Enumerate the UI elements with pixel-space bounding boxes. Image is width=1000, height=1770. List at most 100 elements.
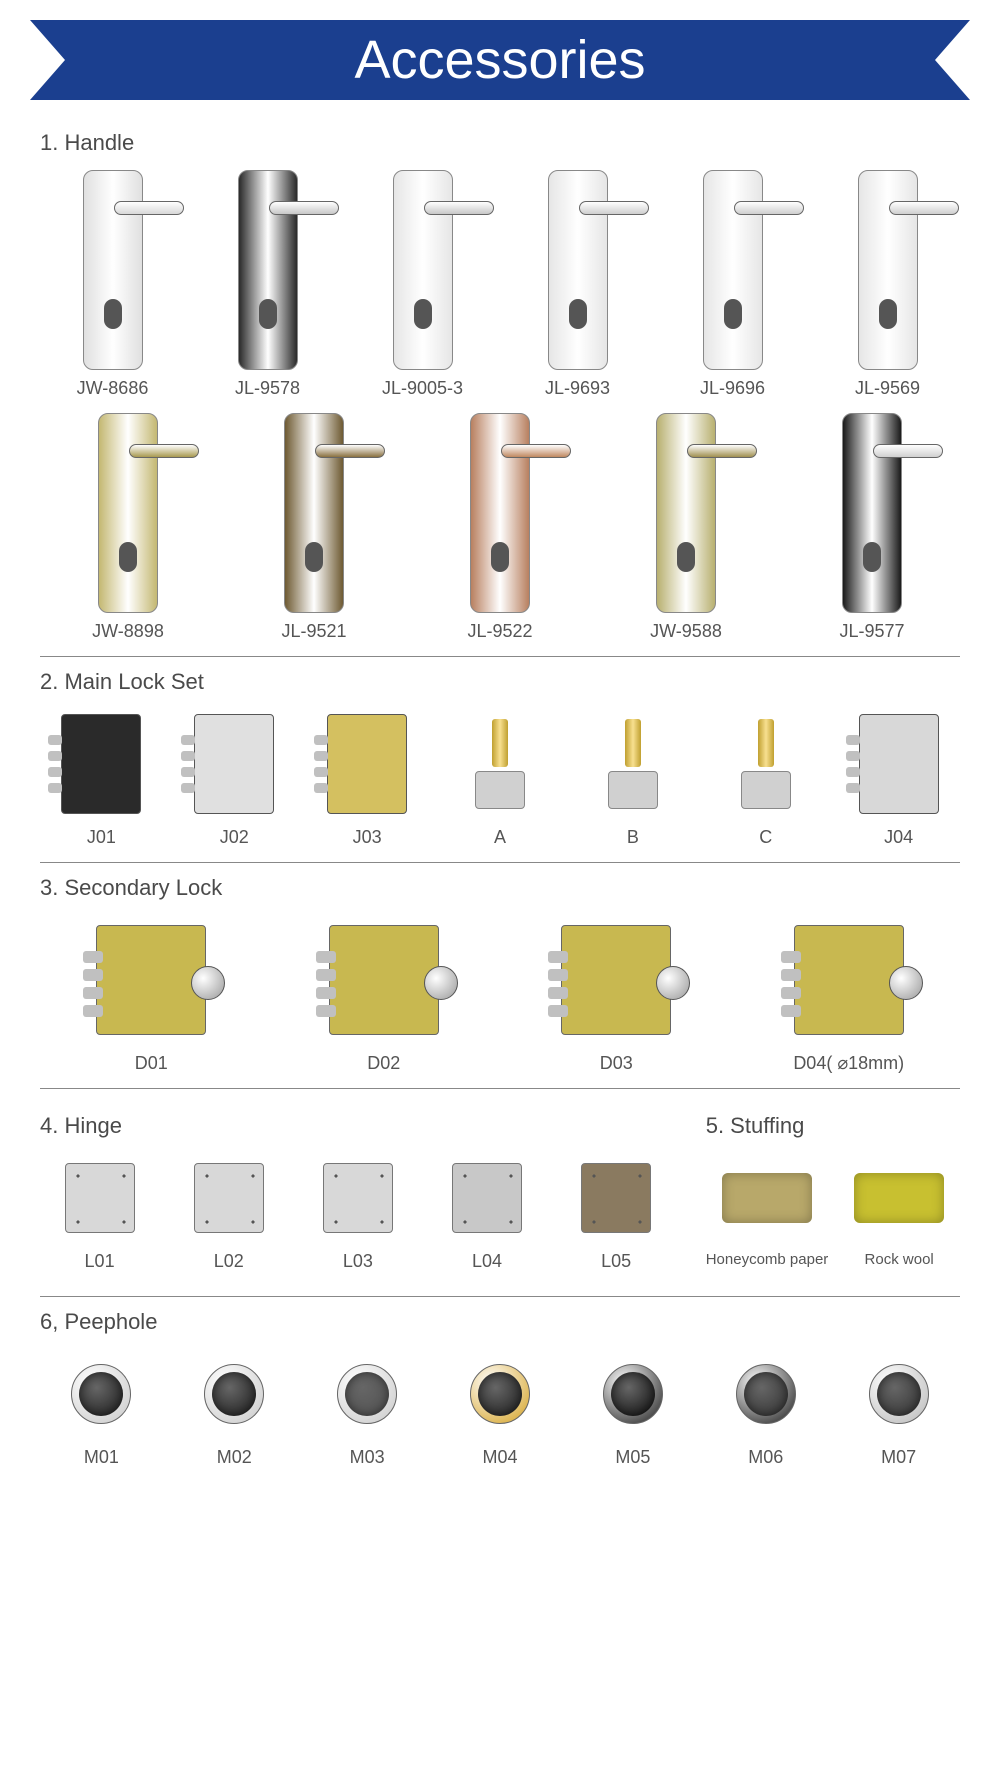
stuffing-row: Honeycomb paper Rock wool (706, 1153, 960, 1268)
product-label: J02 (220, 827, 249, 848)
product-item: D04( ⌀18mm) (738, 915, 961, 1074)
product-label: JW-9588 (650, 621, 722, 642)
handle-row-1: JW-8686 JL-9578 JL-9005-3 JL-9693 JL-9696 JL-… (40, 170, 960, 399)
product-item: M04 (439, 1349, 562, 1468)
product-label: M07 (881, 1447, 916, 1468)
product-item: JL-9005-3 (350, 170, 495, 399)
product-item: M01 (40, 1349, 163, 1468)
product-label: Honeycomb paper (706, 1251, 829, 1268)
product-image (470, 413, 530, 613)
product-label: L02 (214, 1251, 244, 1272)
peephole-row: M01 M02 M03 M04 M05 M06 M07 (40, 1349, 960, 1468)
product-label: M02 (217, 1447, 252, 1468)
product-item: JL-9521 (226, 413, 402, 642)
product-item: JL-9569 (815, 170, 960, 399)
product-label: JL-9569 (855, 378, 920, 399)
secondary-row: D01D02D03D04( ⌀18mm) (40, 915, 960, 1074)
product-image (561, 915, 671, 1045)
product-item: A (439, 709, 562, 848)
product-image (238, 170, 298, 370)
product-label: M03 (350, 1447, 385, 1468)
product-item: M03 (306, 1349, 429, 1468)
product-label: JL-9005-3 (382, 378, 463, 399)
product-item: J03 (306, 709, 429, 848)
product-item: JL-9522 (412, 413, 588, 642)
product-image (199, 1349, 269, 1439)
product-item: JW-8686 (40, 170, 185, 399)
product-item: L02 (169, 1153, 288, 1272)
product-item: J02 (173, 709, 296, 848)
product-image (194, 1153, 264, 1243)
product-item: L01 (40, 1153, 159, 1272)
product-label: JL-9578 (235, 378, 300, 399)
product-label: JW-8686 (77, 378, 149, 399)
product-label: D01 (135, 1053, 168, 1074)
mainlock-row: J01 J02 J03 A B C J04 (40, 709, 960, 848)
divider (40, 656, 960, 657)
product-label: M05 (615, 1447, 650, 1468)
product-item: J04 (837, 709, 960, 848)
product-label: J03 (353, 827, 382, 848)
product-image (703, 170, 763, 370)
product-image (393, 170, 453, 370)
product-item: D02 (273, 915, 496, 1074)
product-item: JW-9588 (598, 413, 774, 642)
product-label: JL-9693 (545, 378, 610, 399)
product-item: JL-9693 (505, 170, 650, 399)
divider (40, 862, 960, 863)
product-image (66, 1349, 136, 1439)
product-image (323, 1153, 393, 1243)
product-label: B (627, 827, 639, 848)
section-title-mainlock: 2. Main Lock Set (40, 669, 960, 695)
product-image (656, 413, 716, 613)
product-label: JL-9521 (281, 621, 346, 642)
product-image (598, 1349, 668, 1439)
banner-title: Accessories (30, 20, 970, 100)
section-title-secondary: 3. Secondary Lock (40, 875, 960, 901)
product-item: L05 (557, 1153, 676, 1272)
product-item: L03 (298, 1153, 417, 1272)
product-image (98, 413, 158, 613)
product-image (864, 1349, 934, 1439)
product-label: D04( ⌀18mm) (793, 1053, 904, 1074)
product-item: JL-9578 (195, 170, 340, 399)
product-image (475, 709, 525, 819)
product-label: JL-9577 (839, 621, 904, 642)
product-image (194, 709, 274, 819)
product-item: Rock wool (838, 1153, 960, 1268)
product-item: J01 (40, 709, 163, 848)
section-title-peephole: 6, Peephole (40, 1309, 960, 1335)
product-image (608, 709, 658, 819)
product-image (65, 1153, 135, 1243)
product-image (548, 170, 608, 370)
product-image (731, 1349, 801, 1439)
product-label: J04 (884, 827, 913, 848)
handle-row-2: JW-8898 JL-9521 JL-9522 JW-9588 JL-9577 (40, 413, 960, 642)
section-title-handle: 1. Handle (40, 130, 960, 156)
product-label: M06 (748, 1447, 783, 1468)
product-label: Rock wool (865, 1251, 934, 1268)
product-item: M07 (837, 1349, 960, 1468)
product-item: M06 (704, 1349, 827, 1468)
product-image (332, 1349, 402, 1439)
content: 1. Handle JW-8686 JL-9578 JL-9005-3 JL-9693… (0, 130, 1000, 1512)
product-label: M04 (483, 1447, 518, 1468)
product-item: D01 (40, 915, 263, 1074)
product-image (842, 413, 902, 613)
product-label: J01 (87, 827, 116, 848)
product-image (329, 915, 439, 1045)
product-image (83, 170, 143, 370)
banner: Accessories (30, 20, 970, 100)
product-image (465, 1349, 535, 1439)
product-label: L04 (472, 1251, 502, 1272)
product-item: JL-9696 (660, 170, 805, 399)
product-item: JL-9577 (784, 413, 960, 642)
product-item: L04 (427, 1153, 546, 1272)
product-label: L05 (601, 1251, 631, 1272)
product-image (61, 709, 141, 819)
product-image (327, 709, 407, 819)
product-item: C (704, 709, 827, 848)
divider (40, 1296, 960, 1297)
hinge-row: L01 L02 L03 L04 L05 (40, 1153, 676, 1272)
product-item: JW-8898 (40, 413, 216, 642)
